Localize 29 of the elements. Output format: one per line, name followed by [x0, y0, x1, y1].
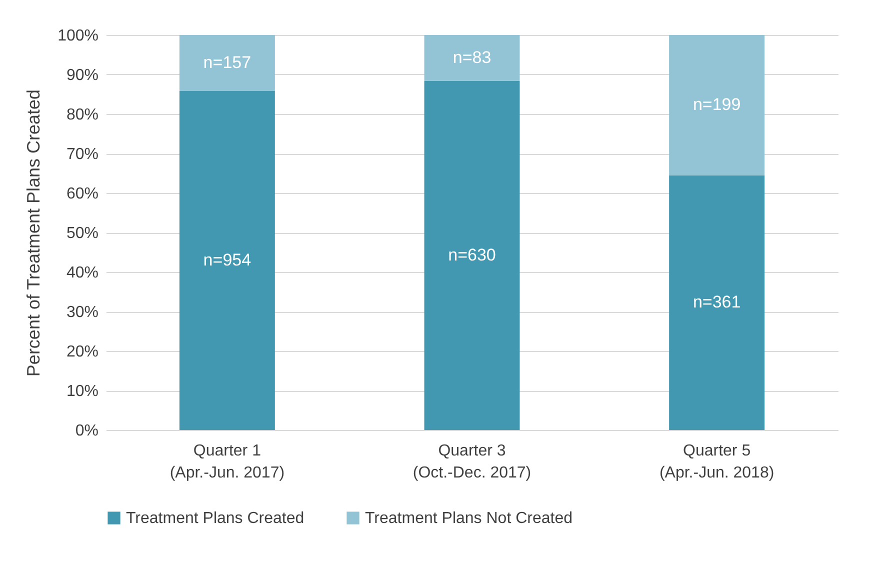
annotation: n=199	[692, 95, 741, 114]
y-axis-title: Percent of Treatment Plans Created	[24, 89, 44, 377]
y-tick-label: 90%	[66, 67, 98, 84]
bar	[179, 35, 275, 91]
y-tick-label: 100%	[58, 28, 98, 44]
legend-label: Treatment Plans Created	[126, 510, 304, 527]
annotation: n=157	[203, 52, 252, 72]
annotation: n=630	[448, 245, 496, 264]
annotation: n=83	[452, 48, 492, 67]
bar	[179, 90, 275, 430]
bar	[424, 80, 520, 430]
x-tick-label: Quarter 5 (Apr.-Jun. 2018)	[659, 442, 774, 482]
y-tick-label: 60%	[66, 186, 98, 202]
y-tick-label: 70%	[66, 146, 98, 163]
bar	[669, 35, 765, 176]
bar	[669, 175, 765, 430]
bar	[424, 35, 520, 81]
y-tick-label: 80%	[66, 106, 98, 124]
y-tick-label: 40%	[66, 264, 98, 282]
y-tick-label: 20%	[66, 344, 98, 360]
x-tick-label: Quarter 3 (Oct.-Dec. 2017)	[412, 442, 532, 482]
annotation: n=954	[203, 250, 252, 270]
y-tick-label: 10%	[66, 383, 98, 400]
y-tick-label: 50%	[66, 225, 98, 242]
x-tick-label: Quarter 1 (Apr.-Jun. 2017)	[170, 442, 285, 482]
annotation: n=361	[692, 292, 741, 312]
y-tick-label: 30%	[66, 304, 98, 321]
legend-label: Treatment Plans Not Created	[365, 510, 572, 527]
y-tick-label: 0%	[75, 422, 98, 440]
